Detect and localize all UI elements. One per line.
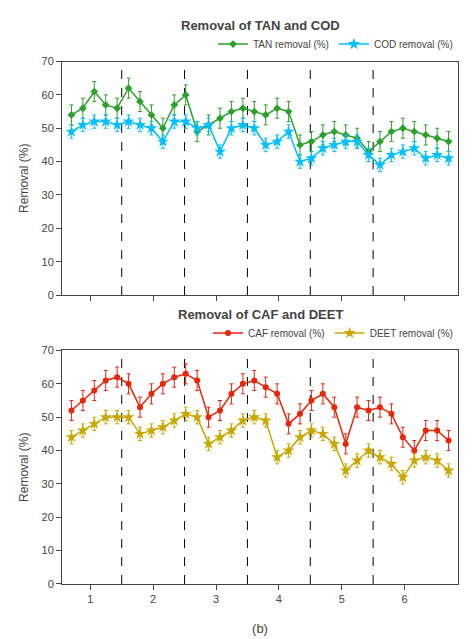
svg-text:6: 6	[402, 593, 408, 605]
svg-text:(b): (b)	[252, 621, 268, 636]
svg-text:30: 30	[42, 478, 54, 490]
svg-text:COD removal (%): COD removal (%)	[374, 39, 453, 50]
svg-text:0: 0	[48, 289, 54, 301]
svg-text:Removal (%): Removal (%)	[17, 433, 31, 502]
svg-text:30: 30	[42, 189, 54, 201]
svg-text:5: 5	[339, 593, 345, 605]
svg-text:2: 2	[150, 593, 156, 605]
svg-text:10: 10	[42, 544, 54, 556]
svg-text:60: 60	[42, 378, 54, 390]
svg-text:1: 1	[87, 593, 93, 605]
svg-text:TAN removal (%): TAN removal (%)	[253, 39, 329, 50]
svg-text:50: 50	[42, 122, 54, 134]
svg-text:70: 70	[42, 344, 54, 356]
svg-text:CAF removal (%): CAF removal (%)	[248, 328, 325, 339]
svg-text:4: 4	[276, 593, 282, 605]
svg-text:10: 10	[42, 256, 54, 268]
svg-text:3: 3	[213, 593, 219, 605]
svg-text:Removal of CAF and DEET: Removal of CAF and DEET	[178, 307, 343, 322]
svg-text:20: 20	[42, 511, 54, 523]
svg-text:50: 50	[42, 411, 54, 423]
svg-text:DEET removal (%): DEET removal (%)	[370, 328, 453, 339]
svg-text:40: 40	[42, 444, 54, 456]
svg-text:0: 0	[48, 578, 54, 590]
svg-text:40: 40	[42, 155, 54, 167]
svg-text:Removal of TAN and COD: Removal of TAN and COD	[181, 18, 340, 33]
svg-text:70: 70	[42, 55, 54, 67]
svg-text:Removal (%): Removal (%)	[17, 144, 31, 213]
svg-text:20: 20	[42, 222, 54, 234]
svg-text:60: 60	[42, 89, 54, 101]
